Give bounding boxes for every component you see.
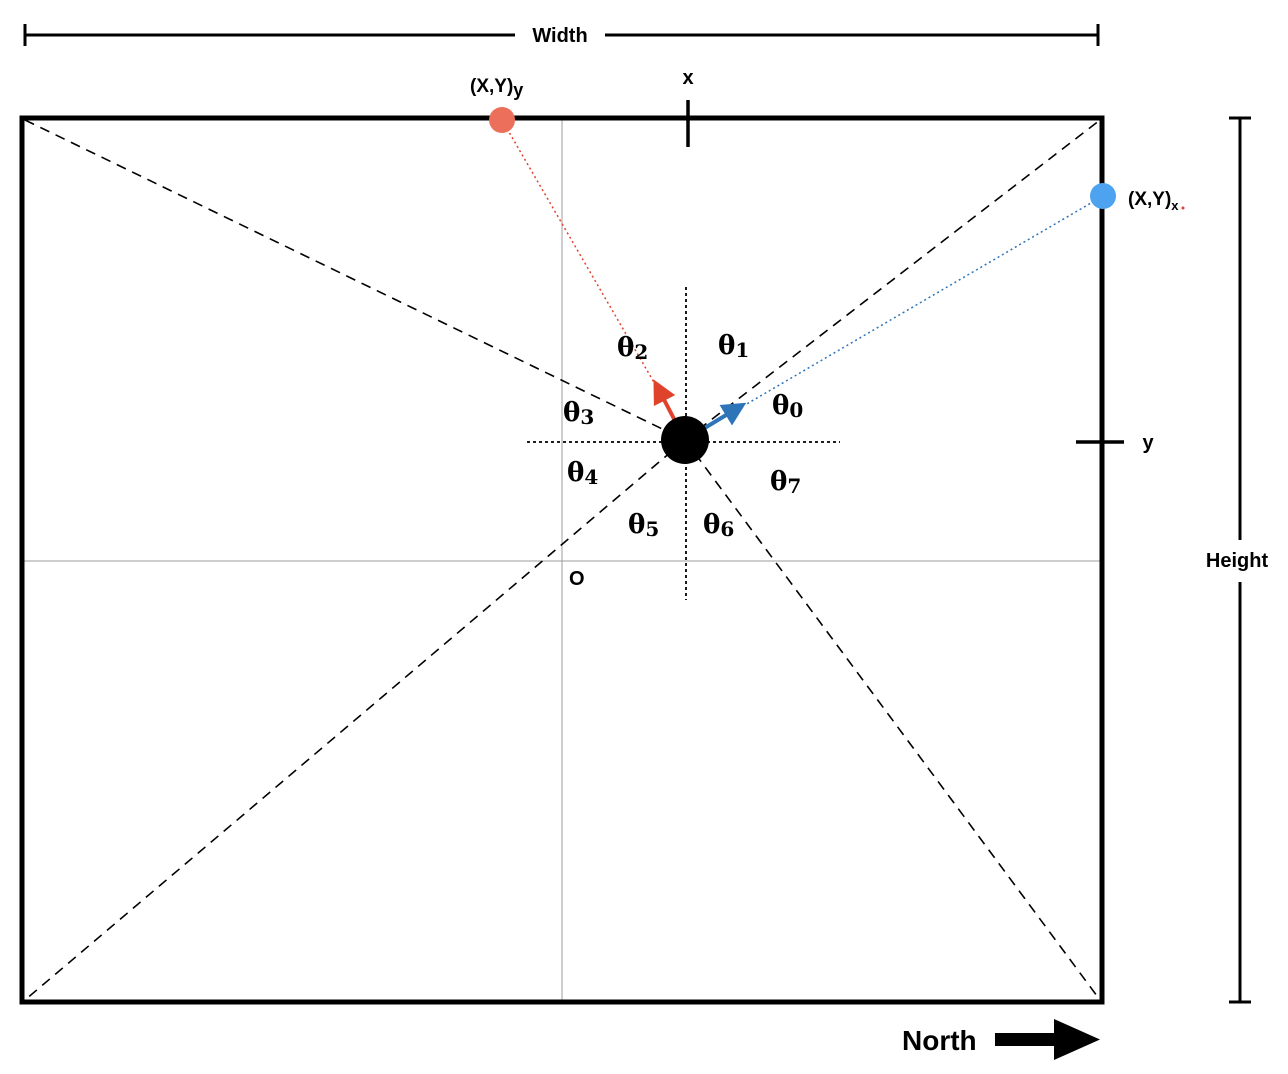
y-tick-label: y [1142, 432, 1154, 454]
point-x [1090, 183, 1116, 209]
diagonal-upper-right [684, 119, 1101, 441]
dotted-line-to-point-x [744, 195, 1104, 406]
theta-5-label: θ5 [628, 510, 659, 541]
theta-7-label: θ7 [770, 467, 801, 498]
width-label: Width [532, 25, 587, 47]
y-tick: y [1076, 432, 1154, 454]
x-tick: x [682, 67, 694, 147]
width-dimension: Width [23, 24, 1100, 47]
theta-4-label: θ4 [567, 458, 598, 489]
diagonal-lower-left [24, 439, 686, 1001]
theta-0-label: θ0 [772, 391, 803, 422]
point-y [489, 107, 515, 133]
theta-1-label: θ1 [718, 331, 749, 362]
dotted-line-to-point-y [501, 119, 671, 411]
frame [19, 115, 1105, 1005]
origin-label: O [569, 568, 585, 590]
point-x-label: (X,Y)x [1128, 189, 1179, 213]
red-dot-mark [1181, 206, 1185, 210]
north-arrow-icon [1054, 1019, 1100, 1060]
diagonal-upper-left [24, 119, 686, 441]
north-indicator: North [902, 1019, 1100, 1060]
theta-6-label: θ6 [703, 510, 734, 541]
diagonal-lower-right [684, 439, 1101, 1001]
x-tick-label: x [682, 67, 693, 89]
north-label: North [902, 1025, 977, 1056]
height-dimension: Height [1206, 116, 1269, 1004]
north-arrow-shaft [995, 1033, 1057, 1046]
center-marker [661, 416, 709, 464]
theta-3-label: θ3 [563, 398, 594, 429]
theta-2-label: θ2 [617, 333, 648, 364]
point-y-label: (X,Y)y [470, 76, 523, 100]
height-label: Height [1206, 550, 1269, 572]
